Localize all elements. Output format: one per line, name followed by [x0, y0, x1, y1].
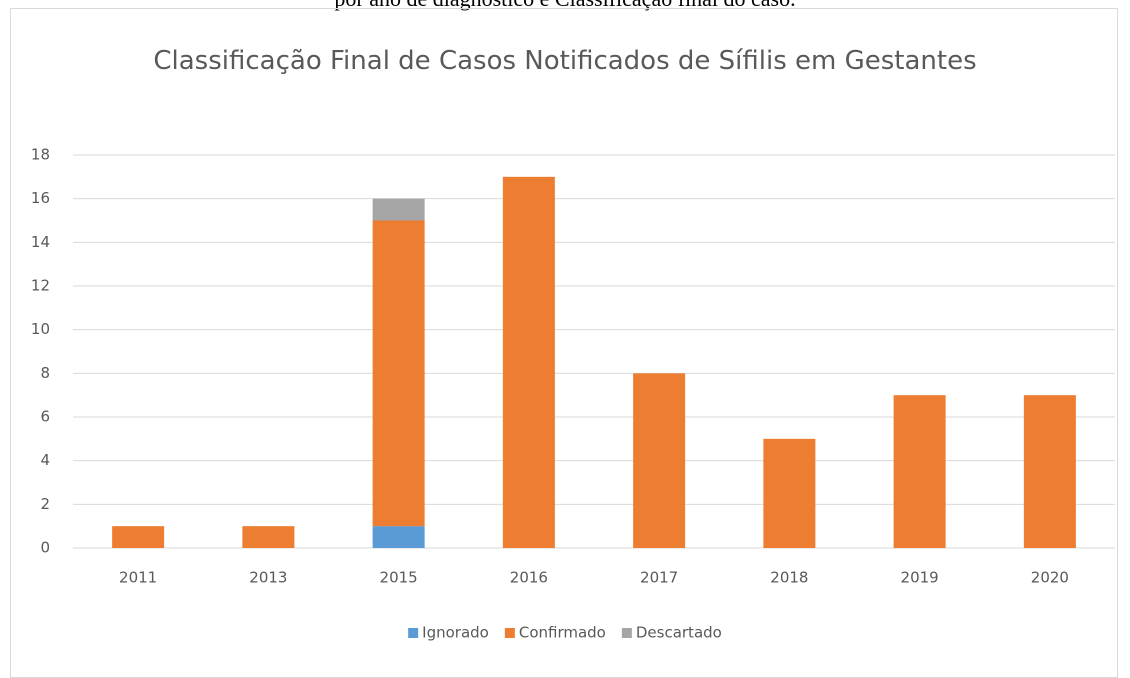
- x-tick-label: 2016: [510, 569, 548, 587]
- legend-label: Ignorado: [422, 624, 489, 642]
- legend-swatch: [504, 628, 515, 638]
- bar-segment: [112, 526, 165, 548]
- bar-segment: [372, 198, 425, 221]
- x-tick-label: 2020: [1031, 569, 1069, 587]
- legend-swatch: [408, 628, 419, 638]
- x-tick-label: 2017: [640, 569, 678, 587]
- y-tick-label: 0: [40, 539, 50, 557]
- bar-segment: [242, 526, 295, 548]
- chart-title: Classificação Final de Casos Notificados…: [153, 46, 977, 76]
- bar-segment: [502, 176, 555, 549]
- y-tick-label: 18: [31, 146, 50, 164]
- x-tick-label: 2019: [901, 569, 939, 587]
- legend-swatch: [621, 628, 632, 638]
- x-tick-label: 2013: [249, 569, 287, 587]
- legend-label: Confirmado: [519, 624, 606, 642]
- bar-segment: [1023, 395, 1076, 548]
- x-tick-label: 2011: [119, 569, 157, 587]
- y-tick-label: 12: [31, 277, 50, 295]
- y-tick-label: 2: [40, 495, 50, 513]
- y-tick-label: 8: [40, 364, 50, 382]
- x-tick-label: 2015: [380, 569, 418, 587]
- x-tick-label: 2018: [770, 569, 808, 587]
- y-tick-label: 16: [31, 189, 50, 207]
- bar-segment: [372, 526, 425, 548]
- bar-segment: [633, 373, 686, 548]
- y-tick-label: 14: [31, 233, 50, 251]
- y-tick-label: 6: [40, 408, 50, 426]
- y-tick-label: 4: [40, 451, 50, 469]
- legend-label: Descartado: [636, 624, 722, 642]
- bar-segment: [893, 395, 946, 548]
- caption: por ano de diagnóstico e Classificação f…: [0, 0, 1130, 12]
- bar-segment: [372, 220, 425, 527]
- bar-segment: [763, 438, 816, 548]
- y-tick-label: 10: [31, 320, 50, 338]
